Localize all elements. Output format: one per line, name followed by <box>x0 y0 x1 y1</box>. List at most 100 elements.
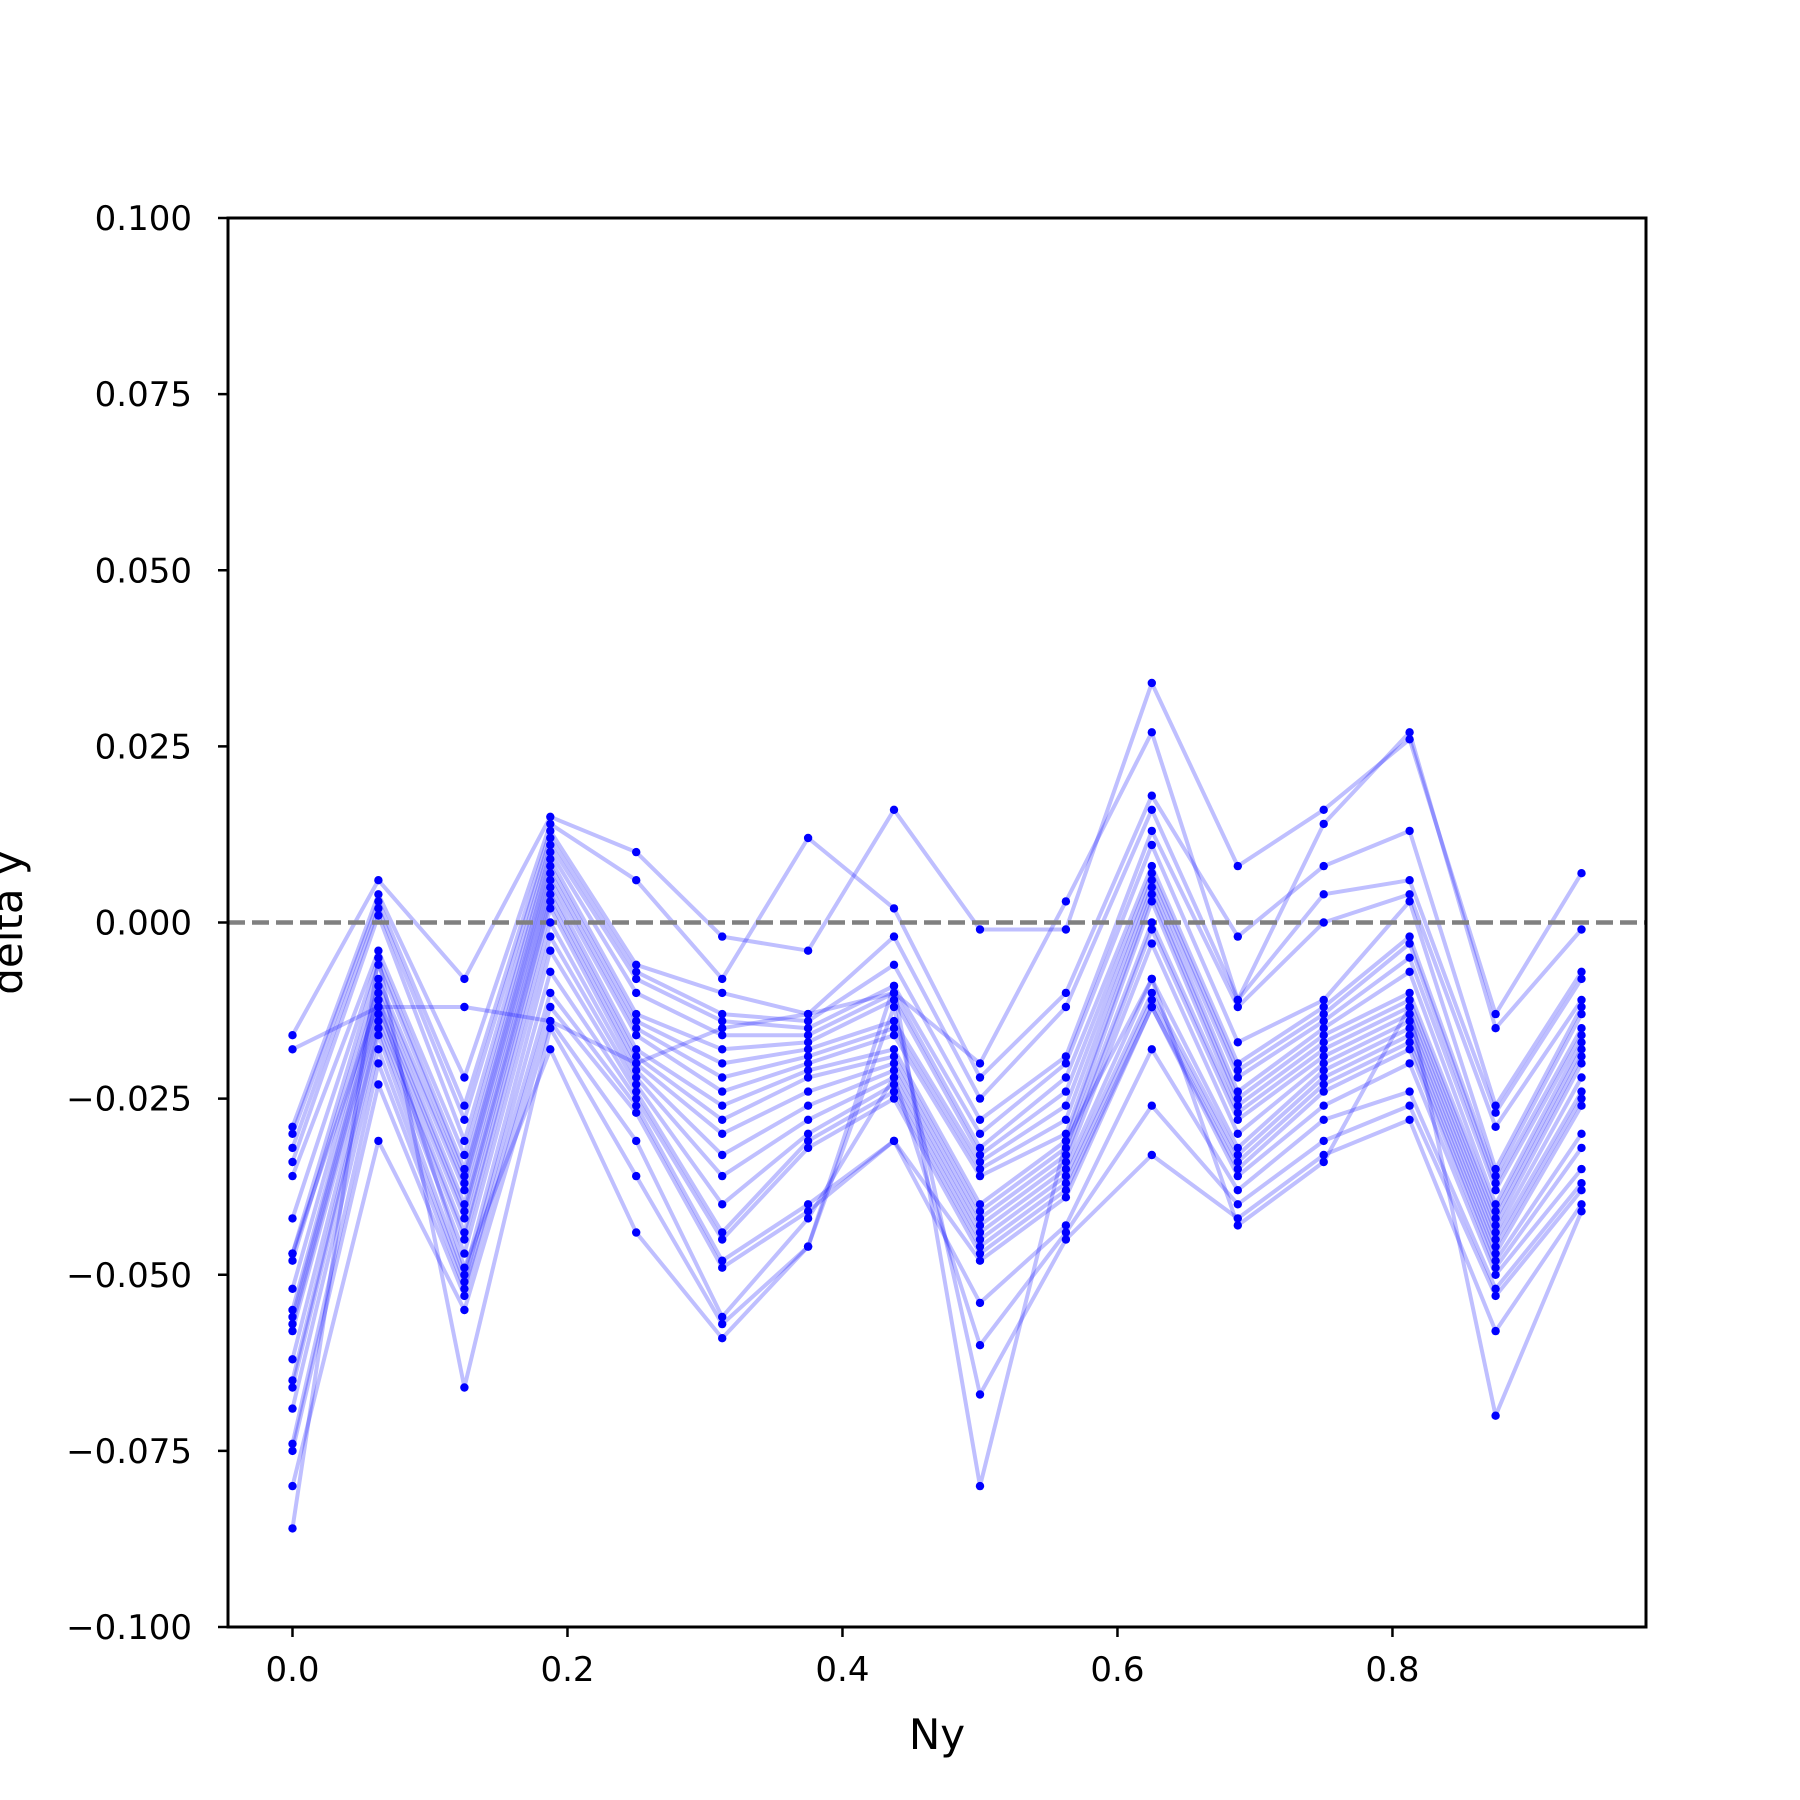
data-point <box>1577 1023 1586 1033</box>
data-point <box>718 1334 727 1343</box>
data-point <box>1319 1038 1328 1047</box>
data-point <box>1233 1157 1243 1167</box>
data-point <box>1061 1002 1071 1012</box>
data-point <box>889 1059 899 1068</box>
data-point <box>546 1023 555 1033</box>
data-point <box>1147 840 1157 850</box>
data-point <box>546 861 555 871</box>
series-line-4 <box>290 807 1584 1135</box>
data-point <box>975 1214 985 1223</box>
data-point <box>1577 1087 1586 1096</box>
data-point <box>1061 1186 1071 1195</box>
data-point <box>975 1249 985 1258</box>
data-point <box>1061 988 1071 998</box>
data-point <box>889 960 899 969</box>
data-point <box>803 1136 813 1146</box>
data-point <box>546 918 555 927</box>
data-point <box>803 1242 813 1251</box>
data-point <box>1577 1101 1586 1110</box>
series-line-17 <box>290 934 1584 1381</box>
data-point <box>1577 1009 1586 1019</box>
y-tick-label: −0.025 <box>66 1080 192 1120</box>
data-point <box>632 974 641 984</box>
data-point <box>374 1059 383 1068</box>
data-point <box>1577 995 1586 1005</box>
data-point <box>1405 1101 1414 1110</box>
data-point <box>1405 995 1414 1005</box>
data-point <box>1147 939 1157 948</box>
data-point <box>718 1023 727 1033</box>
data-point <box>1577 869 1586 878</box>
data-point <box>374 988 383 998</box>
data-point <box>975 1094 985 1103</box>
data-point <box>1147 876 1157 885</box>
data-point <box>1147 1045 1157 1054</box>
data-point <box>546 876 555 885</box>
data-point <box>718 1009 727 1019</box>
data-point <box>1491 1164 1500 1174</box>
data-point <box>632 1059 641 1068</box>
data-point <box>1491 1179 1500 1188</box>
data-point <box>889 1136 899 1146</box>
data-point <box>1491 1122 1500 1132</box>
data-point <box>1319 995 1328 1005</box>
data-point <box>546 1045 555 1054</box>
data-point <box>1061 1171 1071 1181</box>
data-point <box>1577 1207 1586 1216</box>
data-point <box>975 1256 985 1265</box>
data-point <box>1319 1059 1328 1068</box>
data-point <box>288 1157 297 1167</box>
data-point <box>1491 1214 1500 1223</box>
series-line-20 <box>290 990 1584 1445</box>
data-point <box>803 946 813 955</box>
data-point <box>1405 1016 1414 1026</box>
data-point <box>975 1073 985 1082</box>
data-point <box>288 1355 297 1364</box>
data-point <box>1147 890 1157 899</box>
series-line-13 <box>290 892 1584 1318</box>
data-point <box>632 960 641 969</box>
data-point <box>546 967 555 976</box>
data-point <box>1405 967 1414 976</box>
data-point <box>1319 1115 1328 1125</box>
data-point <box>1577 974 1586 984</box>
data-point <box>288 1326 297 1336</box>
data-point <box>1061 1073 1071 1082</box>
series-line-3 <box>290 793 1584 1128</box>
data-point <box>1233 1101 1243 1110</box>
data-point <box>460 1249 469 1258</box>
data-point <box>632 1052 641 1061</box>
data-point <box>632 1101 641 1110</box>
data-point <box>1491 1270 1500 1280</box>
data-point <box>718 1101 727 1110</box>
data-point <box>374 890 383 899</box>
data-point <box>1491 1023 1500 1033</box>
data-point <box>1319 1136 1328 1146</box>
data-point <box>1147 728 1157 737</box>
data-point <box>632 1108 641 1117</box>
series-line-6 <box>290 843 1584 1172</box>
data-point <box>1061 1129 1071 1139</box>
data-point <box>1319 1045 1328 1054</box>
data-point <box>1491 1291 1500 1301</box>
data-point <box>1405 1002 1414 1012</box>
data-point <box>1147 988 1157 998</box>
data-point <box>718 1087 727 1096</box>
data-point <box>632 1087 641 1096</box>
data-point <box>718 1129 727 1139</box>
y-tick-label: 0.025 <box>95 727 192 767</box>
data-point <box>803 1207 813 1216</box>
data-point <box>975 1150 985 1160</box>
data-point <box>632 1023 641 1033</box>
data-point <box>288 1481 297 1491</box>
data-point <box>460 974 469 984</box>
data-point <box>1147 678 1157 688</box>
data-point <box>975 1242 985 1251</box>
data-point <box>889 904 899 913</box>
data-point <box>803 833 813 843</box>
data-point <box>718 1200 727 1209</box>
data-point <box>632 876 641 885</box>
x-tick-label: 0.0 <box>265 1650 319 1690</box>
data-point <box>460 1150 469 1160</box>
